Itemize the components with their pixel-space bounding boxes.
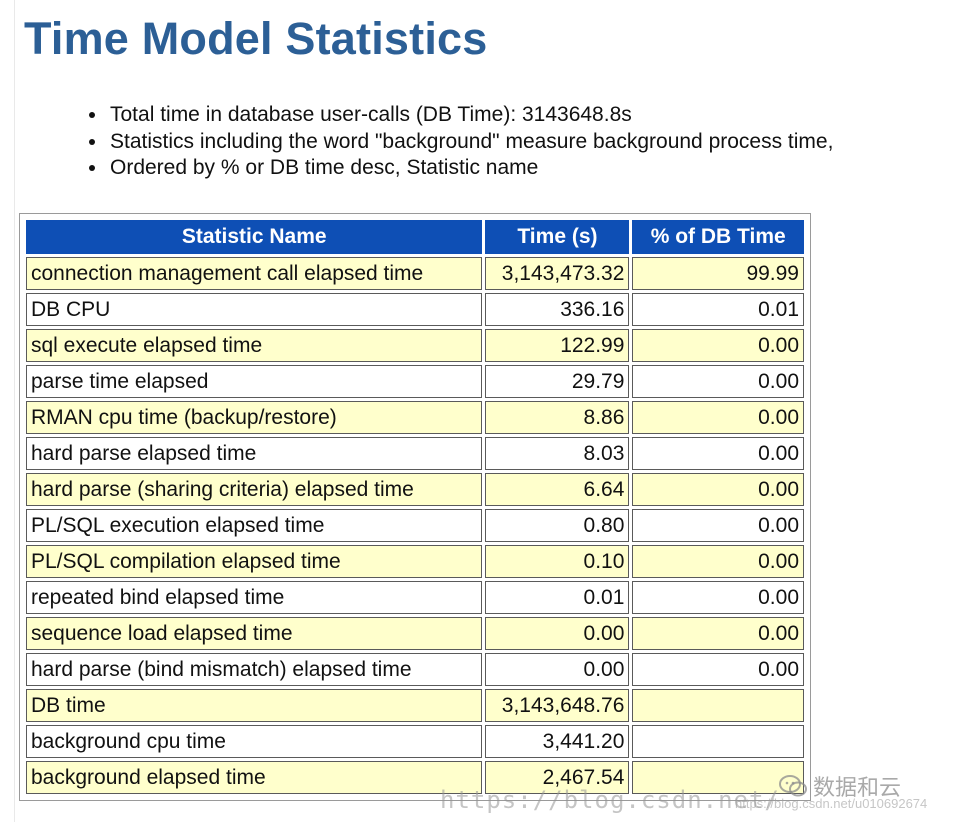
- pct-db-time-cell: 0.00: [632, 437, 804, 470]
- time-cell: 0.10: [485, 545, 630, 578]
- column-header-statistic-name: Statistic Name: [26, 220, 483, 254]
- note-background: Statistics including the word "backgroun…: [108, 129, 953, 156]
- table-row: sql execute elapsed time 122.99 0.00: [26, 329, 804, 362]
- statistic-name-cell: background elapsed time: [26, 761, 483, 794]
- statistic-name-cell: PL/SQL compilation elapsed time: [26, 545, 483, 578]
- page-title: Time Model Statistics: [24, 13, 488, 64]
- notes-list: Total time in database user-calls (DB Ti…: [84, 102, 953, 182]
- time-cell: 122.99: [485, 329, 630, 362]
- table-row: PL/SQL execution elapsed time 0.80 0.00: [26, 509, 804, 542]
- statistic-name-cell: hard parse (bind mismatch) elapsed time: [26, 653, 483, 686]
- pct-db-time-cell: [632, 689, 804, 722]
- pct-db-time-cell: [632, 761, 804, 794]
- statistic-name-cell: background cpu time: [26, 725, 483, 758]
- time-cell: 3,441.20: [485, 725, 630, 758]
- time-cell: 8.03: [485, 437, 630, 470]
- pct-db-time-cell: 0.00: [632, 545, 804, 578]
- pct-db-time-cell: 0.00: [632, 653, 804, 686]
- time-cell: 2,467.54: [485, 761, 630, 794]
- table-row: DB CPU 336.16 0.01: [26, 293, 804, 326]
- statistics-table-frame: Statistic Name Time (s) % of DB Time con…: [19, 213, 811, 801]
- pct-db-time-cell: 0.00: [632, 401, 804, 434]
- table-row: hard parse elapsed time 8.03 0.00: [26, 437, 804, 470]
- table-row: sequence load elapsed time 0.00 0.00: [26, 617, 804, 650]
- statistic-name-cell: connection management call elapsed time: [26, 257, 483, 290]
- table-row: connection management call elapsed time …: [26, 257, 804, 290]
- pct-db-time-cell: 99.99: [632, 257, 804, 290]
- time-cell: 29.79: [485, 365, 630, 398]
- column-header-pct-db-time: % of DB Time: [632, 220, 804, 254]
- column-header-time: Time (s): [485, 220, 630, 254]
- time-cell: 0.01: [485, 581, 630, 614]
- table-row: PL/SQL compilation elapsed time 0.10 0.0…: [26, 545, 804, 578]
- time-cell: 3,143,473.32: [485, 257, 630, 290]
- statistic-name-cell: DB time: [26, 689, 483, 722]
- statistic-name-cell: PL/SQL execution elapsed time: [26, 509, 483, 542]
- time-cell: 3,143,648.76: [485, 689, 630, 722]
- pct-db-time-cell: 0.00: [632, 473, 804, 506]
- table-row: background cpu time 3,441.20: [26, 725, 804, 758]
- table-row: RMAN cpu time (backup/restore) 8.86 0.00: [26, 401, 804, 434]
- time-cell: 0.00: [485, 653, 630, 686]
- pct-db-time-cell: 0.00: [632, 617, 804, 650]
- note-ordering: Ordered by % or DB time desc, Statistic …: [108, 155, 953, 182]
- statistic-name-cell: sequence load elapsed time: [26, 617, 483, 650]
- time-cell: 8.86: [485, 401, 630, 434]
- statistic-name-cell: DB CPU: [26, 293, 483, 326]
- table-row: hard parse (bind mismatch) elapsed time …: [26, 653, 804, 686]
- pct-db-time-cell: 0.01: [632, 293, 804, 326]
- table-row: parse time elapsed 29.79 0.00: [26, 365, 804, 398]
- statistic-name-cell: hard parse elapsed time: [26, 437, 483, 470]
- pct-db-time-cell: [632, 725, 804, 758]
- table-row: hard parse (sharing criteria) elapsed ti…: [26, 473, 804, 506]
- table-row: repeated bind elapsed time 0.01 0.00: [26, 581, 804, 614]
- statistic-name-cell: parse time elapsed: [26, 365, 483, 398]
- time-cell: 336.16: [485, 293, 630, 326]
- statistics-table: Statistic Name Time (s) % of DB Time con…: [23, 217, 807, 797]
- time-cell: 0.00: [485, 617, 630, 650]
- pct-db-time-cell: 0.00: [632, 329, 804, 362]
- table-row: DB time 3,143,648.76: [26, 689, 804, 722]
- time-cell: 6.64: [485, 473, 630, 506]
- pct-db-time-cell: 0.00: [632, 581, 804, 614]
- statistic-name-cell: RMAN cpu time (backup/restore): [26, 401, 483, 434]
- pct-db-time-cell: 0.00: [632, 365, 804, 398]
- statistic-name-cell: sql execute elapsed time: [26, 329, 483, 362]
- table-row: background elapsed time 2,467.54: [26, 761, 804, 794]
- statistic-name-cell: repeated bind elapsed time: [26, 581, 483, 614]
- note-db-time: Total time in database user-calls (DB Ti…: [108, 102, 953, 129]
- pct-db-time-cell: 0.00: [632, 509, 804, 542]
- table-header-row: Statistic Name Time (s) % of DB Time: [26, 220, 804, 254]
- time-cell: 0.80: [485, 509, 630, 542]
- statistic-name-cell: hard parse (sharing criteria) elapsed ti…: [26, 473, 483, 506]
